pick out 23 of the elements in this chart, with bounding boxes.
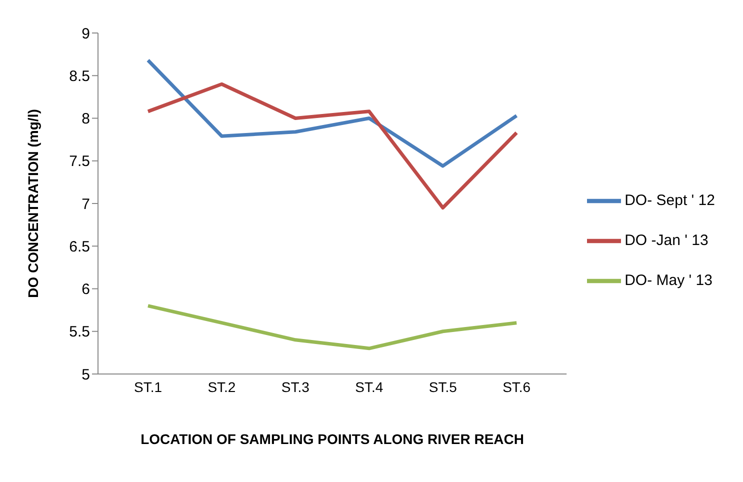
y-tick-label: 7 <box>82 196 90 213</box>
y-tick-label: 6 <box>82 281 90 298</box>
x-tick-label: ST.3 <box>281 378 310 395</box>
y-axis-title: DO CONCENTRATION (mg/l) <box>24 109 41 298</box>
x-tick-label: ST.5 <box>428 378 458 395</box>
line-series <box>146 82 518 210</box>
x-tick-label: ST.2 <box>208 378 236 395</box>
x-axis-title: LOCATION OF SAMPLING POINTS ALONG RIVER REACH <box>140 431 524 447</box>
line-series <box>146 304 518 350</box>
y-tick-label: 9 <box>82 25 90 42</box>
legend-label: DO- May ' 13 <box>624 272 712 289</box>
x-tick-label: ST.6 <box>502 378 531 395</box>
y-tick-label: 8 <box>82 110 90 128</box>
x-tick-label: ST.4 <box>355 378 384 395</box>
x-tick-label: ST.1 <box>134 378 162 395</box>
line-series <box>146 58 518 168</box>
y-tick-label: 5.5 <box>69 324 90 341</box>
y-tick-label: 6.5 <box>69 238 90 256</box>
legend-label: DO -Jan ' 13 <box>624 232 708 249</box>
y-tick-label: 7.5 <box>69 153 90 170</box>
y-tick-label: 8.5 <box>69 68 90 85</box>
legend-label: DO- Sept ' 12 <box>624 192 715 209</box>
y-tick-label: 5 <box>82 366 90 384</box>
